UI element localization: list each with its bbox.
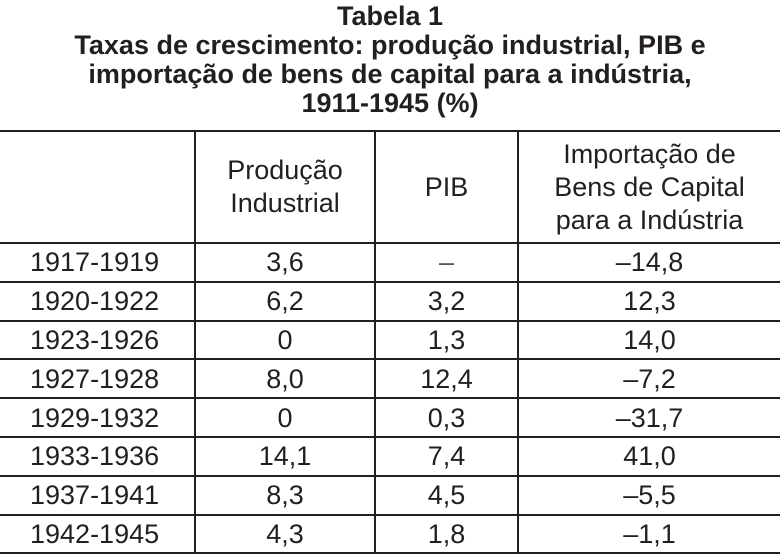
cell-production: 14,1 bbox=[194, 436, 375, 477]
table-title-line1: Tabela 1 bbox=[336, 1, 444, 31]
cell-import: –5,5 bbox=[517, 475, 780, 516]
cell-period: 1929-1932 bbox=[0, 398, 195, 438]
cell-pib: 1,8 bbox=[374, 514, 518, 554]
header-pib: PIB bbox=[374, 130, 518, 244]
table-row: 1929-1932 0 0,3 –31,7 bbox=[0, 398, 780, 438]
cell-production: 3,6 bbox=[194, 243, 375, 283]
table-row: 1942-1945 4,3 1,8 –1,1 bbox=[0, 514, 780, 554]
cell-production: 8,0 bbox=[194, 359, 375, 400]
table-title-line3: importação de bens de capital para a ind… bbox=[88, 59, 692, 89]
header-production: Produção Industrial bbox=[194, 130, 375, 244]
cell-period: 1920-1922 bbox=[0, 281, 195, 322]
header-import-line1: Importação de bbox=[563, 138, 736, 169]
cell-production: 8,3 bbox=[194, 475, 375, 516]
cell-period: 1942-1945 bbox=[0, 514, 195, 554]
table-row: 1917-1919 3,6 – –14,8 bbox=[0, 243, 780, 283]
table-row: 1933-1936 14,1 7,4 41,0 bbox=[0, 436, 780, 477]
cell-import: –7,2 bbox=[517, 359, 780, 400]
cell-period: 1923-1926 bbox=[0, 320, 195, 361]
header-import: Importação de Bens de Capital para a Ind… bbox=[517, 130, 780, 244]
cell-import: 41,0 bbox=[517, 436, 780, 477]
header-import-line2: Bens de Capital bbox=[554, 171, 745, 202]
cell-period: 1917-1919 bbox=[0, 243, 195, 283]
header-production-line1: Produção bbox=[227, 155, 343, 185]
cell-pib: 3,2 bbox=[374, 281, 518, 322]
growth-rates-table: Produção Industrial PIB Importação de Be… bbox=[0, 130, 780, 554]
table-row: 1923-1926 0 1,3 14,0 bbox=[0, 320, 780, 361]
cell-production: 6,2 bbox=[194, 281, 375, 322]
cell-period: 1937-1941 bbox=[0, 475, 195, 516]
cell-pib: 12,4 bbox=[374, 359, 518, 400]
cell-pib: 7,4 bbox=[374, 436, 518, 477]
header-period bbox=[0, 130, 195, 244]
cell-pib: – bbox=[374, 243, 518, 283]
cell-production: 4,3 bbox=[194, 514, 375, 554]
header-row: Produção Industrial PIB Importação de Be… bbox=[0, 130, 780, 244]
cell-import: 14,0 bbox=[517, 320, 780, 361]
cell-import: –1,1 bbox=[517, 514, 780, 554]
cell-pib: 1,3 bbox=[374, 320, 518, 361]
cell-pib: 4,5 bbox=[374, 475, 518, 516]
table-row: 1927-1928 8,0 12,4 –7,2 bbox=[0, 359, 780, 400]
header-import-line3: para a Indústria bbox=[555, 204, 744, 235]
cell-period: 1933-1936 bbox=[0, 436, 195, 477]
cell-pib: 0,3 bbox=[374, 398, 518, 438]
cell-production: 0 bbox=[194, 320, 375, 361]
table-title: Tabela 1 Taxas de crescimento: produção … bbox=[0, 0, 780, 130]
header-production-line2: Industrial bbox=[230, 188, 340, 218]
table-title-line2: Taxas de crescimento: produção industria… bbox=[74, 30, 706, 60]
cell-import: –31,7 bbox=[517, 398, 780, 438]
table-row: 1937-1941 8,3 4,5 –5,5 bbox=[0, 475, 780, 516]
cell-period: 1927-1928 bbox=[0, 359, 195, 400]
cell-production: 0 bbox=[194, 398, 375, 438]
cell-import: 12,3 bbox=[517, 281, 780, 322]
table-row: 1920-1922 6,2 3,2 12,3 bbox=[0, 281, 780, 322]
cell-import: –14,8 bbox=[517, 243, 780, 283]
table-title-line4: 1911-1945 (%) bbox=[301, 88, 479, 118]
